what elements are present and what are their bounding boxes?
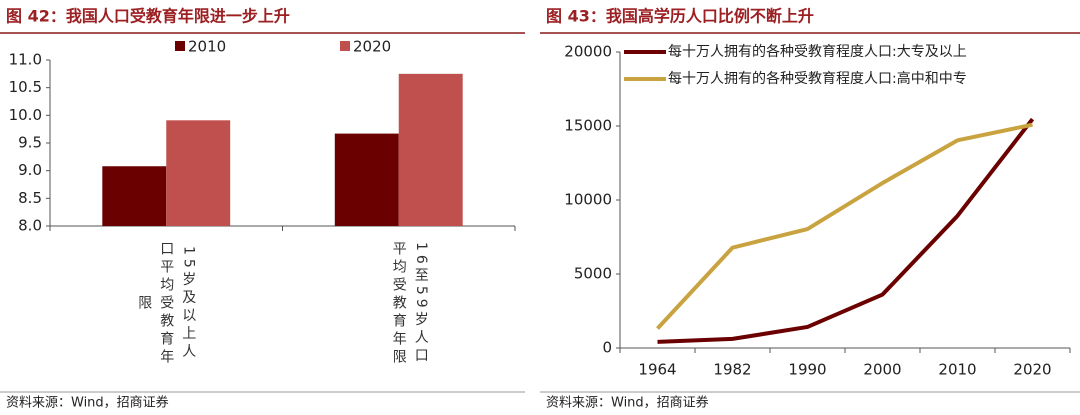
x-tick-label: 1982: [713, 361, 751, 379]
bar: [398, 73, 463, 226]
chart-title: 图 42：我国人口受教育年限进一步上升: [6, 7, 290, 26]
line-series: [656, 122, 1033, 330]
legend-label: 2010: [188, 38, 226, 56]
x-tick-label: 1990: [788, 361, 826, 379]
legend-label: 每十万人拥有的各种受教育程度人口:高中和中专: [668, 70, 967, 87]
x-tick-label: 1964: [638, 361, 676, 379]
y-tick-label: 9.5: [18, 134, 42, 152]
y-tick-label: 8.0: [18, 217, 42, 235]
legend-label: 每十万人拥有的各种受教育程度人口:大专及以上: [668, 44, 967, 60]
y-tick-label: 11.0: [9, 51, 42, 69]
legend-swatch: [340, 41, 350, 51]
legend-swatch: [175, 41, 185, 51]
y-tick-label: 9.0: [18, 161, 42, 179]
chart-title: 图 43：我国高学历人口比例不断上升: [546, 7, 814, 26]
source-note: 资料来源：Wind，招商证券: [6, 395, 169, 411]
legend-label: 2020: [353, 38, 391, 56]
y-tick-label: 10.5: [9, 78, 42, 96]
x-tick-label: 15岁及以上人口平均受教育年限: [136, 241, 197, 367]
y-tick-label: 5000: [574, 265, 612, 283]
source-note: 资料来源：Wind，招商证券: [546, 395, 709, 411]
x-tick-label: 2020: [1013, 361, 1051, 379]
bar: [166, 120, 231, 226]
y-tick-label: 10.0: [9, 106, 42, 124]
y-tick-label: 15000: [564, 117, 612, 135]
y-tick-label: 10000: [564, 191, 612, 209]
x-tick-label: 2010: [938, 361, 976, 379]
y-tick-label: 20000: [564, 43, 612, 61]
bar: [102, 166, 167, 226]
line-series: [657, 117, 1035, 344]
y-tick-label: 8.5: [18, 189, 42, 207]
x-tick-label: 16至59岁人口平均受教育年限: [390, 241, 429, 367]
bar: [334, 133, 399, 226]
x-tick-label: 2000: [863, 361, 901, 379]
y-tick-label: 0: [602, 339, 612, 357]
